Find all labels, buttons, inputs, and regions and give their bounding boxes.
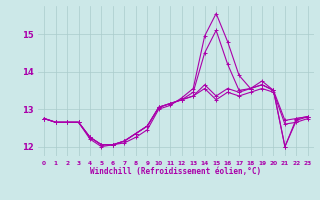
X-axis label: Windchill (Refroidissement éolien,°C): Windchill (Refroidissement éolien,°C) (91, 167, 261, 176)
